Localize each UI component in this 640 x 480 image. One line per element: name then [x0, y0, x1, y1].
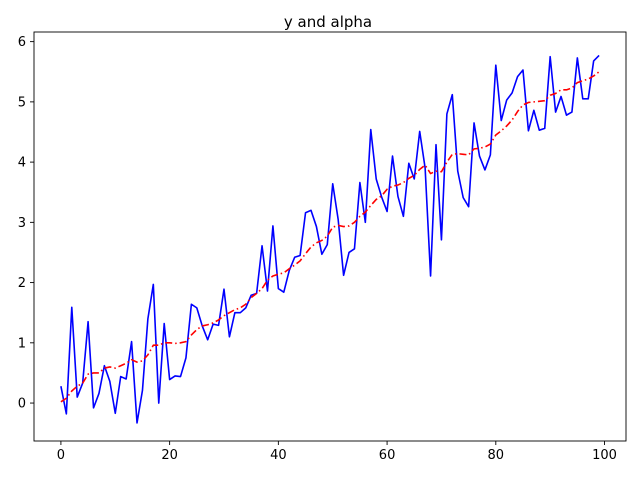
y-tick-label: 4 — [18, 156, 26, 171]
x-tick-label: 0 — [57, 448, 65, 463]
plot-area — [60, 54, 600, 424]
series-line-2 — [60, 71, 600, 403]
series-line-1 — [60, 54, 600, 424]
y-tick-label: 0 — [18, 397, 26, 412]
y-tick-label: 2 — [18, 276, 26, 291]
x-tick-label: 40 — [270, 448, 287, 463]
y-tick-label: 5 — [18, 95, 26, 110]
axes: 0 20 40 60 80 100 0 1 2 3 4 5 6 — [18, 31, 627, 463]
x-tick-label: 20 — [161, 448, 178, 463]
y-tick-label: 1 — [18, 336, 26, 351]
plot-frame — [33, 31, 627, 442]
x-tick-label: 80 — [488, 448, 505, 463]
y-tick-label: 3 — [18, 216, 26, 231]
x-tick-label: 60 — [379, 448, 396, 463]
x-tick-label: 100 — [592, 448, 617, 463]
chart-title: y and alpha — [284, 13, 372, 31]
y-tick-label: 6 — [18, 35, 26, 50]
